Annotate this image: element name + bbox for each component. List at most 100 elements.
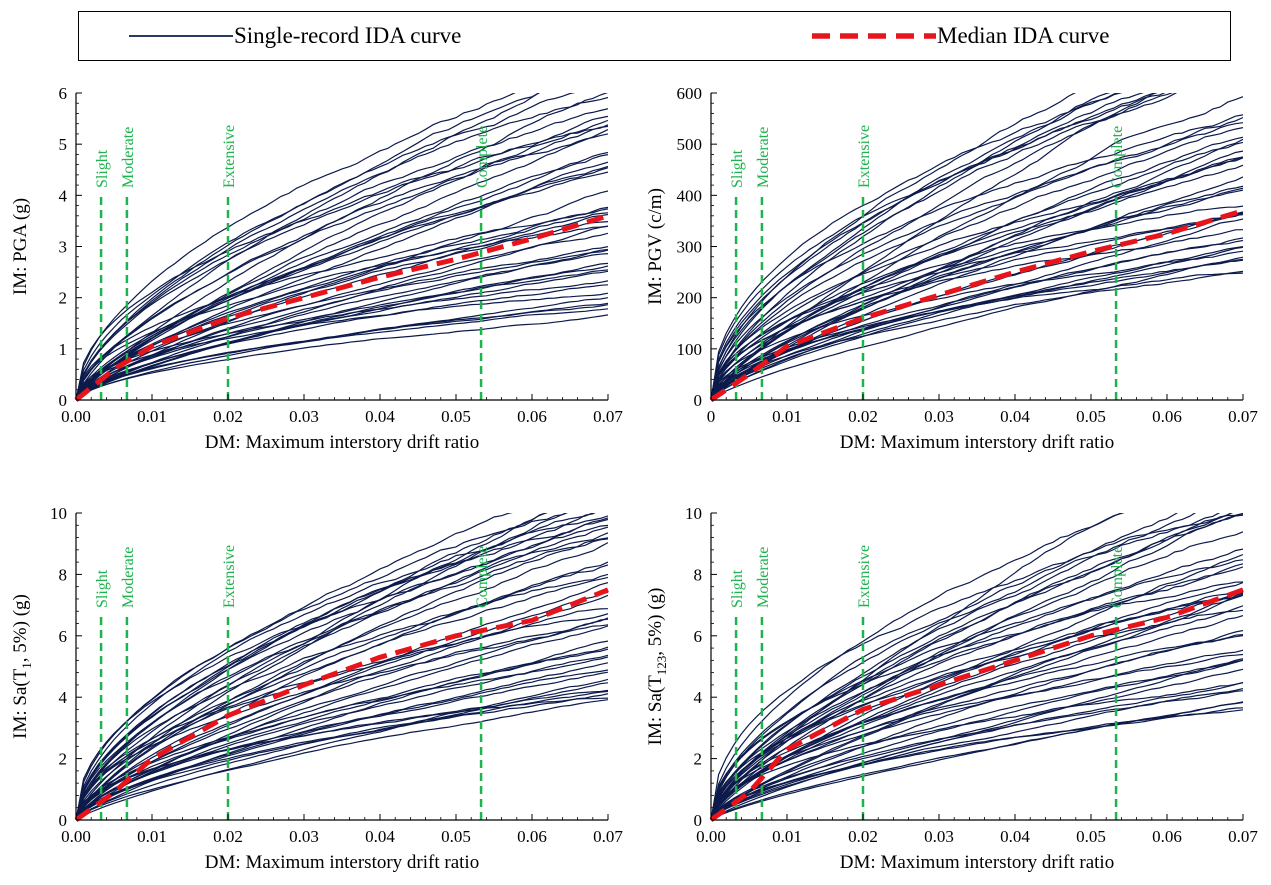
x-tick-label: 0.01 bbox=[137, 827, 167, 846]
x-tick-label: 0.06 bbox=[1152, 827, 1182, 846]
single-record-curve bbox=[711, 212, 1243, 400]
x-tick-label: 0.06 bbox=[1152, 407, 1182, 426]
damage-state-label-moderate: Moderate bbox=[755, 127, 772, 188]
x-tick-label: 0.07 bbox=[1228, 827, 1258, 846]
x-tick-label: 0.04 bbox=[365, 827, 395, 846]
single-record-curve bbox=[76, 573, 608, 820]
single-record-curve bbox=[711, 156, 1243, 400]
single-record-curve bbox=[711, 681, 1243, 820]
x-tick-label: 0.05 bbox=[441, 827, 471, 846]
single-record-curve bbox=[711, 513, 1233, 820]
y-tick-label: 3 bbox=[59, 238, 68, 257]
y-axis-label-main: IM: PGA (g) bbox=[10, 198, 31, 295]
x-tick-label: 0.00 bbox=[61, 407, 91, 426]
plot-area bbox=[76, 513, 608, 820]
damage-state-label-slight: Slight bbox=[94, 149, 111, 188]
single-record-curve bbox=[711, 272, 1243, 400]
chart-pgv: Slight Moderate Extensive Complete 0 0.01 0.02… bbox=[645, 84, 1258, 453]
single-record-curve bbox=[711, 164, 1243, 400]
single-record-curve bbox=[76, 171, 608, 400]
y-tick-label: 6 bbox=[59, 627, 68, 646]
legend-swatch-median bbox=[812, 33, 936, 39]
y-tick-label: 5 bbox=[59, 135, 68, 154]
single-record-curve bbox=[711, 218, 1243, 400]
single-record-curve bbox=[76, 125, 608, 400]
single-record-curve bbox=[711, 239, 1243, 400]
x-tick-label: 0.01 bbox=[772, 827, 802, 846]
y-tick-label: 4 bbox=[694, 688, 703, 707]
x-tick-label: 0.05 bbox=[1076, 827, 1106, 846]
y-axis-label-main: IM: Sa(T bbox=[10, 668, 31, 739]
single-record-curve bbox=[711, 185, 1243, 400]
damage-state-label-complete: Complete bbox=[1109, 546, 1126, 608]
single-record-curve bbox=[711, 513, 1125, 820]
single-record-curve bbox=[711, 659, 1243, 820]
single-record-curve bbox=[76, 513, 596, 820]
damage-state-label-moderate: Moderate bbox=[120, 127, 137, 188]
single-record-curve bbox=[76, 564, 608, 820]
single-record-curve bbox=[711, 93, 1166, 400]
single-record-curve bbox=[76, 576, 608, 820]
y-axis-label: IM: Sa(T1, 5%) (g) bbox=[10, 594, 34, 739]
single-record-curve bbox=[76, 108, 608, 400]
single-record-curve bbox=[76, 93, 516, 400]
y-axis-label-main: IM: PGV (c/m) bbox=[645, 188, 666, 305]
median-curve bbox=[74, 213, 609, 402]
single-record-curve bbox=[76, 594, 608, 820]
y-axis-label: IM: PGA (g) bbox=[10, 198, 31, 295]
single-record-curve bbox=[711, 635, 1243, 820]
single-record-curve bbox=[76, 115, 608, 400]
median-curve bbox=[709, 208, 1244, 403]
x-tick-label: 0.02 bbox=[848, 407, 878, 426]
single-record-curve bbox=[76, 190, 608, 400]
plot-area bbox=[711, 513, 1243, 820]
single-record-curve bbox=[711, 93, 1076, 400]
single-record-curve bbox=[76, 640, 608, 820]
single-record-curve bbox=[711, 701, 1243, 820]
y-tick-label: 500 bbox=[677, 135, 703, 154]
plot-area bbox=[76, 93, 608, 400]
single-record-curve bbox=[711, 594, 1243, 820]
x-tick-label: 0.06 bbox=[517, 827, 547, 846]
single-record-curve bbox=[76, 93, 608, 400]
single-record-curve bbox=[76, 646, 608, 820]
x-tick-label: 0.04 bbox=[1000, 407, 1030, 426]
single-record-curve bbox=[76, 96, 608, 400]
chart-pga: Slight Moderate Extensive Complete 0.00 0.01 0… bbox=[10, 84, 623, 453]
single-record-curve bbox=[76, 280, 608, 400]
single-record-curve bbox=[76, 124, 608, 400]
damage-state-label-slight: Slight bbox=[729, 149, 746, 188]
y-axis-label-sub: 123 bbox=[654, 656, 669, 676]
y-tick-label: 400 bbox=[677, 186, 703, 205]
y-tick-label: 0 bbox=[59, 391, 68, 410]
single-record-curve bbox=[76, 246, 608, 400]
single-record-curve bbox=[76, 133, 608, 400]
x-axis-label: DM: Maximum interstory drift ratio bbox=[205, 852, 479, 873]
single-record-curve bbox=[76, 561, 608, 820]
single-record-curve bbox=[711, 605, 1243, 820]
single-record-curve bbox=[76, 582, 608, 820]
single-record-curve bbox=[711, 138, 1243, 400]
y-axis-label: IM: PGV (c/m) bbox=[645, 188, 666, 305]
x-tick-label: 0.07 bbox=[1228, 407, 1258, 426]
single-record-curve bbox=[76, 678, 608, 820]
single-record-curve bbox=[711, 93, 1111, 400]
damage-state-label-slight: Slight bbox=[729, 569, 746, 608]
x-axis-label: DM: Maximum interstory drift ratio bbox=[840, 432, 1114, 453]
plot-area bbox=[711, 93, 1243, 400]
x-tick-label: 0.02 bbox=[213, 827, 243, 846]
chart-sa-t123: Slight Moderate Extensive Complete 0.00 0.01 0… bbox=[645, 504, 1258, 873]
y-tick-label: 0 bbox=[694, 811, 703, 830]
single-record-curve bbox=[711, 581, 1243, 820]
y-tick-label: 2 bbox=[59, 750, 68, 769]
single-record-curve bbox=[711, 658, 1243, 820]
single-record-curve bbox=[711, 93, 1174, 400]
x-tick-label: 0.02 bbox=[848, 827, 878, 846]
single-record-curve bbox=[711, 629, 1243, 820]
single-record-curve bbox=[711, 581, 1243, 820]
y-tick-label: 6 bbox=[59, 84, 68, 103]
single-record-curve bbox=[711, 246, 1243, 400]
single-record-curve bbox=[76, 669, 608, 820]
single-record-curves bbox=[76, 93, 608, 400]
single-record-curves bbox=[711, 93, 1243, 400]
